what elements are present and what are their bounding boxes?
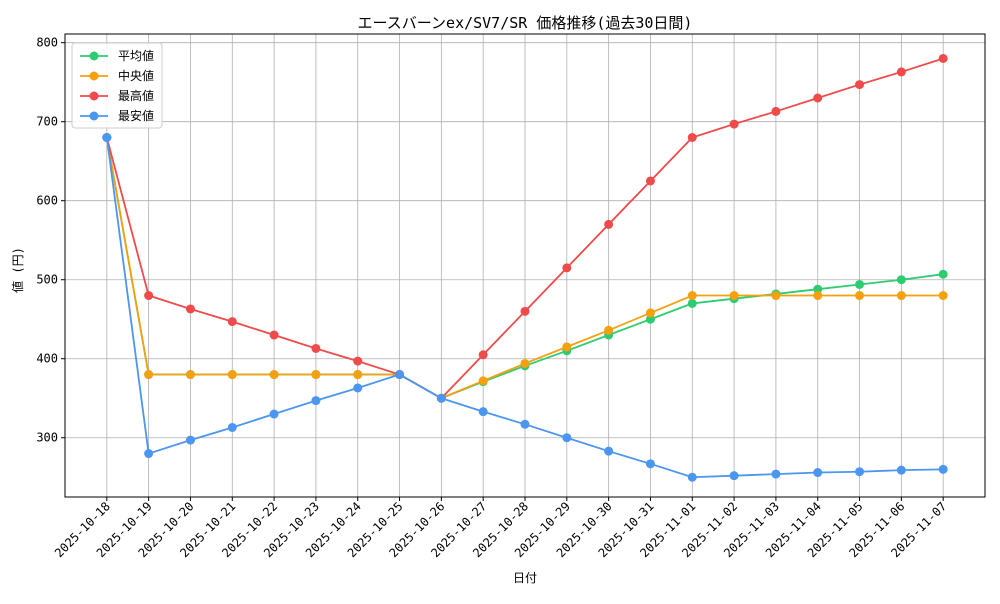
y-tick-label: 700 bbox=[36, 115, 58, 129]
point bbox=[855, 279, 865, 289]
point bbox=[311, 370, 321, 380]
point bbox=[562, 263, 572, 273]
point bbox=[855, 80, 865, 90]
point bbox=[604, 446, 614, 456]
y-tick-label: 300 bbox=[36, 431, 58, 445]
point bbox=[144, 291, 154, 301]
point bbox=[478, 350, 488, 360]
point bbox=[604, 219, 614, 229]
point bbox=[813, 291, 823, 301]
y-tick-label: 400 bbox=[36, 352, 58, 366]
point bbox=[269, 409, 279, 419]
point bbox=[645, 176, 655, 186]
point bbox=[562, 433, 572, 443]
point bbox=[938, 464, 948, 474]
point bbox=[227, 422, 237, 432]
point bbox=[227, 370, 237, 380]
legend-box bbox=[71, 42, 163, 129]
point bbox=[144, 449, 154, 459]
point bbox=[520, 306, 530, 316]
point bbox=[813, 93, 823, 103]
point bbox=[729, 471, 739, 481]
point bbox=[687, 298, 697, 308]
point bbox=[353, 356, 363, 366]
point bbox=[729, 291, 739, 301]
legend-label: 平均値 bbox=[118, 48, 154, 63]
point bbox=[645, 459, 655, 469]
point bbox=[938, 291, 948, 301]
y-tick-label: 500 bbox=[36, 273, 58, 287]
point bbox=[896, 67, 906, 77]
point bbox=[185, 435, 195, 445]
legend-label: 最安値 bbox=[118, 108, 154, 123]
legend-label: 中央値 bbox=[118, 68, 154, 83]
legend-marker bbox=[89, 111, 99, 121]
point bbox=[436, 393, 446, 403]
point bbox=[185, 304, 195, 314]
point bbox=[520, 358, 530, 368]
point bbox=[395, 370, 405, 380]
point bbox=[896, 465, 906, 475]
point bbox=[478, 376, 488, 386]
point bbox=[353, 383, 363, 393]
point bbox=[729, 119, 739, 129]
point bbox=[604, 325, 614, 335]
legend-marker bbox=[89, 71, 99, 81]
point bbox=[938, 269, 948, 279]
y-axis-label: 値 (円) bbox=[10, 247, 25, 293]
point bbox=[269, 330, 279, 340]
point bbox=[645, 314, 655, 324]
point bbox=[855, 467, 865, 477]
point bbox=[269, 370, 279, 380]
point bbox=[144, 370, 154, 380]
point bbox=[687, 291, 697, 301]
point bbox=[311, 396, 321, 406]
point bbox=[102, 133, 112, 143]
point bbox=[813, 468, 823, 478]
chart-title: エースバーンex/SV7/SR 価格推移(過去30日間) bbox=[358, 14, 693, 32]
y-tick-label: 800 bbox=[36, 36, 58, 50]
point bbox=[855, 291, 865, 301]
point bbox=[896, 291, 906, 301]
point bbox=[771, 106, 781, 116]
point bbox=[645, 308, 655, 318]
point bbox=[938, 53, 948, 63]
x-axis-label: 日付 bbox=[513, 571, 537, 585]
point bbox=[185, 370, 195, 380]
point bbox=[520, 419, 530, 429]
point bbox=[562, 342, 572, 352]
legend-marker bbox=[89, 51, 99, 61]
point bbox=[227, 317, 237, 327]
point bbox=[687, 472, 697, 482]
point bbox=[813, 284, 823, 294]
point bbox=[311, 343, 321, 353]
plot-frame bbox=[64, 33, 986, 498]
point bbox=[353, 370, 363, 380]
point bbox=[478, 407, 488, 417]
point bbox=[896, 275, 906, 285]
point bbox=[771, 469, 781, 479]
point bbox=[771, 291, 781, 301]
y-tick-label: 600 bbox=[36, 194, 58, 208]
legend-marker bbox=[89, 91, 99, 101]
point bbox=[687, 133, 697, 143]
legend-label: 最高値 bbox=[118, 88, 154, 103]
